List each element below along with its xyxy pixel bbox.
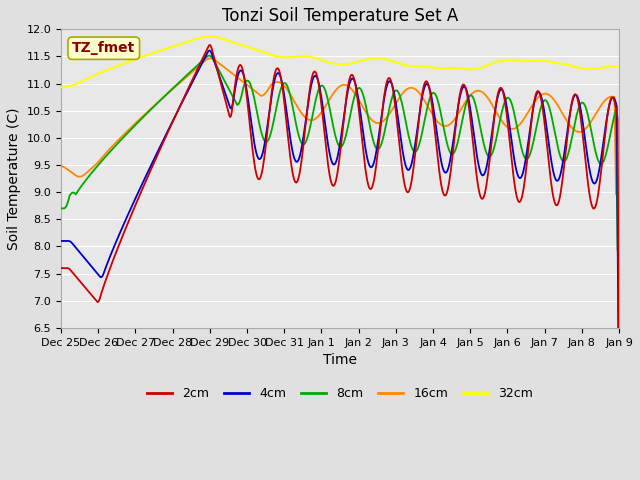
8cm — [125, 129, 132, 135]
2cm — [125, 219, 132, 225]
Line: 8cm: 8cm — [61, 56, 619, 251]
Line: 32cm: 32cm — [61, 36, 619, 87]
2cm — [425, 84, 433, 90]
16cm — [57, 164, 65, 169]
4cm — [125, 211, 132, 216]
Text: TZ_fmet: TZ_fmet — [72, 41, 136, 55]
Line: 2cm: 2cm — [61, 45, 619, 402]
32cm — [615, 63, 623, 69]
2cm — [212, 60, 220, 66]
8cm — [425, 98, 433, 104]
2cm — [409, 171, 417, 177]
2cm — [67, 268, 75, 274]
32cm — [67, 83, 75, 89]
4cm — [181, 94, 189, 99]
Line: 16cm: 16cm — [61, 58, 619, 195]
16cm — [67, 169, 75, 175]
8cm — [615, 246, 623, 252]
16cm — [615, 192, 623, 198]
4cm — [57, 238, 65, 244]
Y-axis label: Soil Temperature (C): Soil Temperature (C) — [7, 108, 21, 250]
16cm — [125, 127, 132, 133]
8cm — [409, 146, 417, 152]
8cm — [57, 205, 65, 211]
8cm — [212, 61, 220, 67]
32cm — [212, 34, 220, 40]
8cm — [67, 191, 75, 196]
8cm — [614, 248, 621, 254]
4cm — [409, 156, 417, 162]
4cm — [425, 84, 433, 89]
16cm — [181, 75, 189, 81]
32cm — [181, 40, 189, 46]
2cm — [181, 92, 189, 98]
4cm — [205, 48, 213, 53]
4cm — [67, 239, 75, 245]
32cm — [425, 64, 433, 70]
4cm — [212, 62, 220, 68]
Legend: 2cm, 4cm, 8cm, 16cm, 32cm: 2cm, 4cm, 8cm, 16cm, 32cm — [142, 382, 538, 405]
32cm — [125, 59, 132, 65]
16cm — [409, 85, 417, 91]
16cm — [425, 106, 433, 111]
16cm — [207, 55, 214, 61]
4cm — [615, 337, 623, 343]
X-axis label: Time: Time — [323, 353, 357, 367]
32cm — [206, 34, 214, 39]
16cm — [212, 58, 220, 63]
2cm — [615, 399, 623, 405]
Title: Tonzi Soil Temperature Set A: Tonzi Soil Temperature Set A — [222, 7, 458, 25]
Line: 4cm: 4cm — [61, 50, 619, 340]
8cm — [205, 53, 213, 59]
32cm — [409, 63, 417, 69]
8cm — [181, 74, 189, 80]
32cm — [57, 84, 65, 90]
2cm — [206, 42, 214, 48]
2cm — [57, 265, 65, 271]
